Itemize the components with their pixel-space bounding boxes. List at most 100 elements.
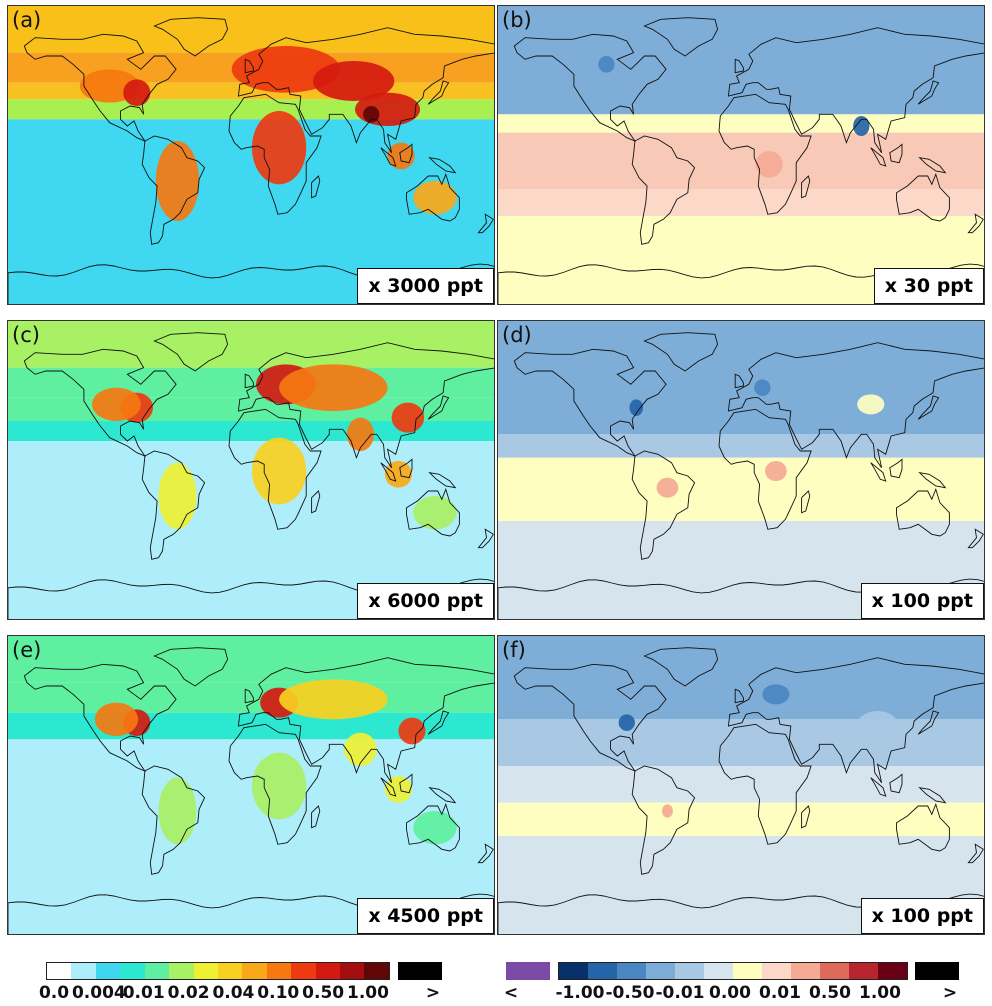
coastline-eurasia xyxy=(727,342,984,468)
colorbar-tick-label: 0.04 xyxy=(212,983,255,1003)
scale-factor-label: x 3000 ppt xyxy=(357,268,494,304)
coastline-eurasia xyxy=(727,657,984,783)
coastline-borneo xyxy=(399,773,413,794)
coastline-southAmerica xyxy=(141,450,206,560)
coastline-japan xyxy=(917,395,940,420)
colorbar-cell xyxy=(193,963,218,979)
coastline-borneo xyxy=(889,773,903,794)
coastline-australia xyxy=(406,172,460,222)
colorbar-tick-label: 0.0 xyxy=(38,983,70,1003)
coastline-northAmerica xyxy=(23,663,177,772)
coastline-gb xyxy=(734,688,744,704)
map-canvas xyxy=(8,6,494,304)
colorbar-tick-label: 0.00 xyxy=(709,983,751,1003)
coastline-borneo xyxy=(399,143,413,164)
coastline-sumatra xyxy=(870,147,887,167)
coastline-africa xyxy=(718,93,812,215)
colorbar-absolute xyxy=(46,962,390,980)
colorbar-diff-over-label: > xyxy=(942,983,958,1003)
colorbar-diff-under-swatch xyxy=(506,962,550,980)
coastline-northAmerica xyxy=(513,348,667,457)
coastline-greenland xyxy=(643,647,719,687)
colorbar-cell xyxy=(291,963,316,979)
map-canvas xyxy=(8,636,494,934)
colorbar-cell xyxy=(340,963,365,979)
coastline-greenland xyxy=(153,17,229,57)
colorbar-cell xyxy=(144,963,170,979)
coastline-newguinea xyxy=(918,157,947,174)
colorbar-tick-label: 0.01 xyxy=(122,983,165,1003)
colorbar-tick-label: -0.01 xyxy=(655,983,705,1003)
coastline-australia xyxy=(896,487,950,537)
colorbar-tick-label: 0.004 xyxy=(71,983,126,1003)
colorbar-tick-label: 0.01 xyxy=(759,983,801,1003)
coastline-southAmerica xyxy=(141,135,206,245)
coastline-madagascar xyxy=(311,805,321,829)
coastline-sumatra xyxy=(380,777,397,797)
coastline-borneo xyxy=(889,458,903,479)
coastline-sumatra xyxy=(380,147,397,167)
coastline-gb xyxy=(244,373,254,389)
colorbar-cell xyxy=(95,963,121,979)
coastline-australia xyxy=(406,487,460,537)
coastline-newguinea xyxy=(918,472,947,489)
coastline-australia xyxy=(406,802,460,852)
coastline-africa xyxy=(228,723,322,845)
coastline-newguinea xyxy=(428,787,457,804)
coastline-newzealand xyxy=(477,213,494,234)
coastline-northAmerica xyxy=(513,663,667,772)
colorbar-cell xyxy=(820,963,849,979)
map-panel-f: (f) x 100 ppt xyxy=(497,635,985,935)
coastline-africa xyxy=(228,408,322,530)
colorbar-tick-label: 0.02 xyxy=(167,983,210,1003)
coastline-japan xyxy=(427,80,450,105)
colorbar-tick-label: -1.00 xyxy=(555,983,605,1003)
coastline-southAmerica xyxy=(141,765,206,875)
colorbar-tick-label: 0.10 xyxy=(257,983,300,1003)
coastline-greenland xyxy=(153,647,229,687)
map-canvas xyxy=(498,6,984,304)
coastline-gb xyxy=(734,373,744,389)
colorbar-cell xyxy=(120,963,145,979)
coastline-japan xyxy=(917,710,940,735)
colorbar-cell xyxy=(364,963,389,979)
colorbar-cell xyxy=(315,963,341,979)
panel-label: (b) xyxy=(502,8,532,32)
colorbar-diff-under-label: < xyxy=(503,983,519,1003)
map-panel-e: (e) x 4500 ppt xyxy=(7,635,495,935)
coastline-borneo xyxy=(889,143,903,164)
coastline-japan xyxy=(427,395,450,420)
colorbar-cell xyxy=(47,963,72,979)
coastline-australia xyxy=(896,802,950,852)
coastline-africa xyxy=(718,408,812,530)
scale-factor-label: x 6000 ppt xyxy=(357,583,494,619)
coastline-greenland xyxy=(643,17,719,57)
colorbar-diff-over-swatch xyxy=(915,962,959,980)
coastline-northAmerica xyxy=(23,33,177,142)
coastline-southAmerica xyxy=(631,450,696,560)
coastline-southAmerica xyxy=(631,135,696,245)
coastline-eurasia xyxy=(237,657,494,783)
coastline-newzealand xyxy=(967,843,984,864)
coastline-madagascar xyxy=(801,805,811,829)
map-panel-a: (a) x 3000 ppt xyxy=(7,5,495,305)
coastline-newzealand xyxy=(967,528,984,549)
colorbar-tick-label: 1.00 xyxy=(859,983,901,1003)
coastline-newguinea xyxy=(428,157,457,174)
colorbar-cell xyxy=(588,963,617,979)
coastline-sumatra xyxy=(380,462,397,482)
panel-label: (e) xyxy=(12,638,42,662)
coastline-newzealand xyxy=(477,843,494,864)
colorbar-cell xyxy=(217,963,243,979)
coastline-madagascar xyxy=(311,490,321,514)
colorbar-tick-label: -0.50 xyxy=(605,983,655,1003)
colorbar-tick-label: 0.50 xyxy=(809,983,851,1003)
coastline-madagascar xyxy=(801,490,811,514)
colorbar-absolute-over-swatch xyxy=(398,962,442,980)
map-canvas xyxy=(498,321,984,619)
coastline-australia xyxy=(896,172,950,222)
colorbar-cell xyxy=(791,963,820,979)
coastline-newguinea xyxy=(918,787,947,804)
coastline-gb xyxy=(734,58,744,74)
scale-factor-label: x 100 ppt xyxy=(860,583,984,619)
